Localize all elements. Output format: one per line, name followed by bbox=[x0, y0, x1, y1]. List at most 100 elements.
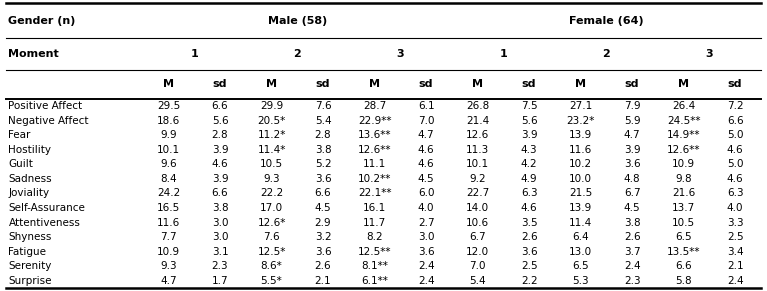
Text: 4.5: 4.5 bbox=[314, 203, 331, 213]
Text: 6.5: 6.5 bbox=[675, 232, 692, 242]
Text: 11.6: 11.6 bbox=[157, 218, 180, 228]
Text: Male (58): Male (58) bbox=[268, 16, 327, 26]
Text: Self-Assurance: Self-Assurance bbox=[8, 203, 85, 213]
Text: 4.6: 4.6 bbox=[727, 174, 743, 184]
Text: 11.7: 11.7 bbox=[363, 218, 386, 228]
Text: M: M bbox=[266, 79, 277, 89]
Text: 7.0: 7.0 bbox=[418, 116, 434, 125]
Text: 10.5: 10.5 bbox=[672, 218, 695, 228]
Text: Female (64): Female (64) bbox=[569, 16, 644, 26]
Text: 10.1: 10.1 bbox=[466, 159, 489, 169]
Text: 3.8: 3.8 bbox=[212, 203, 229, 213]
Text: 4.8: 4.8 bbox=[624, 174, 640, 184]
Text: 12.6**: 12.6** bbox=[667, 145, 700, 155]
Text: 13.0: 13.0 bbox=[569, 247, 592, 257]
Text: 13.7: 13.7 bbox=[672, 203, 695, 213]
Text: 3: 3 bbox=[706, 49, 713, 59]
Text: 14.9**: 14.9** bbox=[667, 130, 700, 140]
Text: Joviality: Joviality bbox=[8, 188, 50, 198]
Text: 5.3: 5.3 bbox=[572, 276, 589, 286]
Text: 3.7: 3.7 bbox=[624, 247, 640, 257]
Text: 6.6: 6.6 bbox=[727, 116, 743, 125]
Text: 3.3: 3.3 bbox=[727, 218, 743, 228]
Text: 6.1: 6.1 bbox=[418, 101, 434, 111]
Text: 4.7: 4.7 bbox=[624, 130, 640, 140]
Text: 10.9: 10.9 bbox=[157, 247, 180, 257]
Text: 5.9: 5.9 bbox=[624, 116, 640, 125]
Text: 3.6: 3.6 bbox=[314, 247, 331, 257]
Text: 12.5**: 12.5** bbox=[358, 247, 391, 257]
Text: 6.6: 6.6 bbox=[675, 261, 692, 271]
Text: 9.3: 9.3 bbox=[263, 174, 280, 184]
Text: 9.6: 9.6 bbox=[160, 159, 177, 169]
Text: 2.2: 2.2 bbox=[521, 276, 538, 286]
Text: 2.1: 2.1 bbox=[727, 261, 743, 271]
Text: 27.1: 27.1 bbox=[569, 101, 592, 111]
Text: 2.4: 2.4 bbox=[624, 261, 640, 271]
Text: 13.9: 13.9 bbox=[569, 130, 592, 140]
Text: 21.6: 21.6 bbox=[672, 188, 695, 198]
Text: 9.2: 9.2 bbox=[469, 174, 486, 184]
Text: Serenity: Serenity bbox=[8, 261, 52, 271]
Text: 18.6: 18.6 bbox=[157, 116, 180, 125]
Text: 4.7: 4.7 bbox=[160, 276, 177, 286]
Text: 10.5: 10.5 bbox=[260, 159, 283, 169]
Text: 4.7: 4.7 bbox=[418, 130, 434, 140]
Text: sd: sd bbox=[522, 79, 536, 89]
Text: 10.0: 10.0 bbox=[569, 174, 592, 184]
Text: 2.3: 2.3 bbox=[212, 261, 229, 271]
Text: 4.9: 4.9 bbox=[521, 174, 538, 184]
Text: 5.4: 5.4 bbox=[469, 276, 486, 286]
Text: 2.1: 2.1 bbox=[314, 276, 331, 286]
Text: sd: sd bbox=[316, 79, 331, 89]
Text: 4.0: 4.0 bbox=[418, 203, 434, 213]
Text: 10.2**: 10.2** bbox=[358, 174, 391, 184]
Text: sd: sd bbox=[212, 79, 227, 89]
Text: 6.7: 6.7 bbox=[469, 232, 486, 242]
Text: sd: sd bbox=[728, 79, 742, 89]
Text: Fatigue: Fatigue bbox=[8, 247, 47, 257]
Text: 6.1**: 6.1** bbox=[361, 276, 388, 286]
Text: 3.4: 3.4 bbox=[727, 247, 743, 257]
Text: 8.6*: 8.6* bbox=[261, 261, 282, 271]
Text: Guilt: Guilt bbox=[8, 159, 33, 169]
Text: 22.9**: 22.9** bbox=[358, 116, 391, 125]
Text: 9.8: 9.8 bbox=[675, 174, 692, 184]
Text: M: M bbox=[472, 79, 483, 89]
Text: 3.2: 3.2 bbox=[314, 232, 331, 242]
Text: 12.0: 12.0 bbox=[466, 247, 489, 257]
Text: 2.5: 2.5 bbox=[521, 261, 538, 271]
Text: Fear: Fear bbox=[8, 130, 31, 140]
Text: 12.6: 12.6 bbox=[466, 130, 489, 140]
Text: 22.1**: 22.1** bbox=[358, 188, 391, 198]
Text: 6.4: 6.4 bbox=[572, 232, 589, 242]
Text: 22.7: 22.7 bbox=[466, 188, 489, 198]
Text: 3.0: 3.0 bbox=[418, 232, 434, 242]
Text: 7.7: 7.7 bbox=[160, 232, 177, 242]
Text: 24.2: 24.2 bbox=[157, 188, 180, 198]
Text: 6.3: 6.3 bbox=[521, 188, 538, 198]
Text: M: M bbox=[163, 79, 174, 89]
Text: 9.3: 9.3 bbox=[160, 261, 177, 271]
Text: 5.6: 5.6 bbox=[212, 116, 229, 125]
Text: 14.0: 14.0 bbox=[466, 203, 489, 213]
Text: 5.5*: 5.5* bbox=[261, 276, 282, 286]
Text: Shyness: Shyness bbox=[8, 232, 52, 242]
Text: 7.6: 7.6 bbox=[314, 101, 331, 111]
Text: 5.8: 5.8 bbox=[675, 276, 692, 286]
Text: 13.6**: 13.6** bbox=[358, 130, 391, 140]
Text: 11.4*: 11.4* bbox=[258, 145, 286, 155]
Text: 3.9: 3.9 bbox=[212, 174, 229, 184]
Text: 4.0: 4.0 bbox=[727, 203, 743, 213]
Text: 3.6: 3.6 bbox=[521, 247, 538, 257]
Text: 2.9: 2.9 bbox=[314, 218, 331, 228]
Text: Hostility: Hostility bbox=[8, 145, 51, 155]
Text: Surprise: Surprise bbox=[8, 276, 52, 286]
Text: 6.5: 6.5 bbox=[572, 261, 589, 271]
Text: 8.2: 8.2 bbox=[367, 232, 383, 242]
Text: 6.3: 6.3 bbox=[727, 188, 743, 198]
Text: 10.6: 10.6 bbox=[466, 218, 489, 228]
Text: 16.1: 16.1 bbox=[363, 203, 386, 213]
Text: Attentiveness: Attentiveness bbox=[8, 218, 81, 228]
Text: 1: 1 bbox=[499, 49, 507, 59]
